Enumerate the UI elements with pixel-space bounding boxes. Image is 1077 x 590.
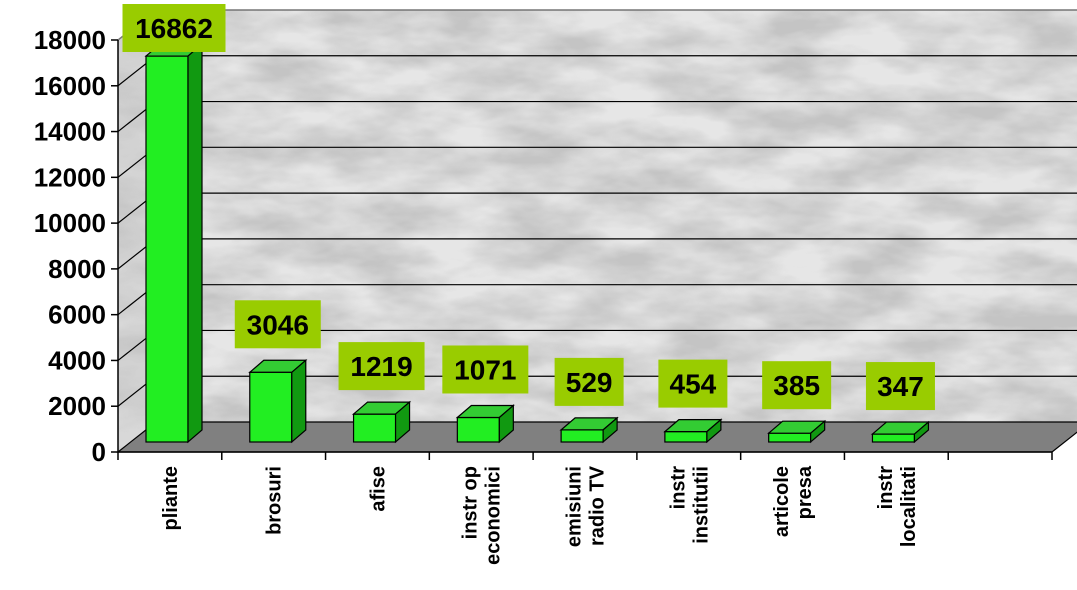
back-wall-texture (156, 10, 1077, 422)
y-tick-label: 2000 (48, 391, 106, 421)
x-tick-label: brosuri (264, 466, 286, 535)
y-tick-label: 14000 (34, 117, 106, 147)
bars (144, 42, 931, 444)
data-label-box (762, 361, 832, 410)
bar (248, 358, 308, 444)
x-tick-label: instr (667, 466, 689, 510)
x-tick-label: emisiuni (564, 466, 586, 547)
bar-front (249, 371, 293, 443)
data-label-box (338, 342, 425, 391)
data-labels: 16862 3046 1219 1071 529 454 385 347 (122, 4, 935, 411)
data-label: 529 (566, 367, 613, 398)
bar-side (291, 358, 307, 444)
x-tick-label: instr (875, 466, 897, 510)
data-label: 347 (877, 371, 924, 402)
x-tick-label: pliante (160, 466, 182, 530)
data-label: 16862 (135, 13, 213, 44)
bar (870, 420, 931, 444)
bar-side (498, 404, 514, 444)
x-tick-label: presa (794, 465, 816, 519)
x-tick-label: articole (771, 466, 793, 537)
x-tick-label: instr op (460, 466, 482, 539)
bar-front (145, 55, 189, 443)
data-label-box (865, 362, 935, 411)
bar-side (810, 419, 826, 444)
bar-front (456, 416, 500, 443)
bar (767, 419, 827, 444)
y-tick-label: 4000 (48, 345, 106, 375)
axes (111, 39, 1053, 460)
y-tick-label: 8000 (48, 254, 106, 284)
x-tick-label: radio TV (587, 465, 609, 546)
data-label: 1071 (454, 354, 516, 385)
y-tick-labels: 0 2000 4000 6000 8000 10000 12000 14000 16000 180… (34, 25, 106, 467)
bar-front (352, 413, 397, 443)
data-label-box (234, 300, 321, 349)
x-tick-label: localitati (898, 466, 920, 547)
bar-side (394, 400, 411, 444)
data-label: 1219 (350, 351, 412, 382)
data-label-box (658, 359, 728, 408)
y-tick-label: 12000 (34, 162, 106, 192)
bar (351, 400, 412, 444)
y-tick-label: 0 (92, 437, 106, 467)
bar (455, 404, 515, 444)
data-label: 3046 (247, 309, 309, 340)
bar (144, 42, 204, 444)
data-label: 385 (773, 370, 820, 401)
bar-front (560, 429, 604, 443)
data-label-box (122, 4, 226, 52)
x-tick-label: economici (483, 466, 505, 565)
bar (663, 418, 723, 444)
bar (559, 416, 619, 444)
bar-front (768, 432, 812, 443)
x-tick-label: institutii (690, 466, 712, 544)
bar-side (602, 416, 618, 444)
bar-side (706, 418, 722, 444)
bar-front (871, 433, 916, 443)
data-label-box (554, 357, 624, 406)
y-tick-label: 18000 (34, 25, 106, 55)
x-tick-label: afise (367, 466, 389, 512)
data-label-box (442, 345, 529, 394)
data-label: 454 (670, 369, 717, 400)
x-tick-labels: pliante brosuri afise instr op economici emis… (160, 465, 920, 565)
bar-side (913, 420, 930, 444)
y-tick-label: 6000 (48, 300, 106, 330)
chart-back-wall (118, 10, 1077, 452)
bar-side (187, 42, 203, 444)
y-tick-label: 10000 (34, 208, 106, 238)
y-tick-label: 16000 (34, 71, 106, 101)
bar-front (664, 431, 708, 443)
